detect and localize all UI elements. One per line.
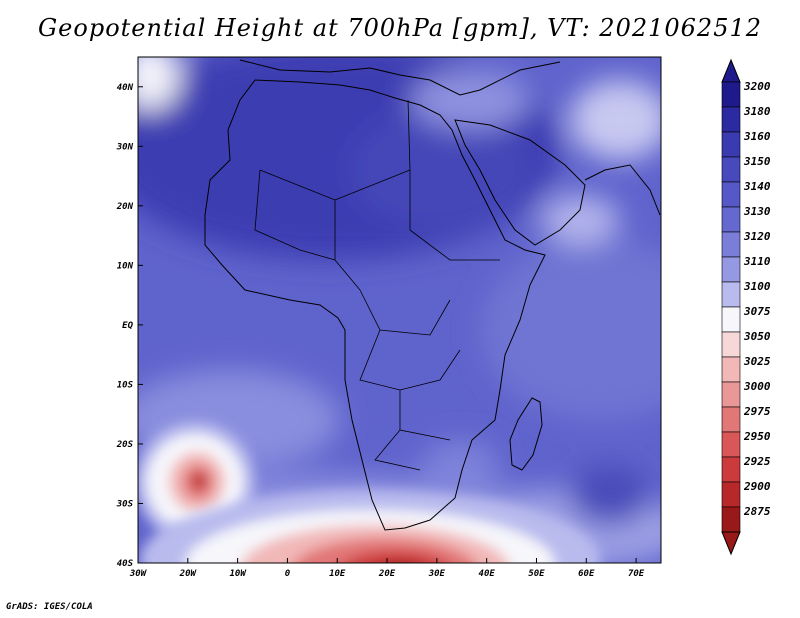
lat-tick-label: 30S (116, 499, 134, 509)
asia-coastline (584, 164, 661, 216)
colorbar-segment (721, 456, 741, 483)
colorbar-label: 3110 (743, 255, 771, 268)
colorbar: 3200 3180 3160 3150 3140 3130 3120 3110 3100 3075… (721, 58, 771, 556)
colorbar-segment (721, 281, 741, 308)
europe-coastline (239, 59, 561, 96)
colorbar-label: 3130 (743, 205, 771, 218)
lat-tick-label: 40N (117, 83, 134, 93)
lat-tick-label: 30N (116, 142, 134, 152)
colorbar-segment (721, 81, 741, 108)
colorbar-label: 3140 (743, 180, 771, 193)
colorbar-label: 2925 (743, 455, 771, 468)
lat-tick-label: 40S (117, 559, 134, 569)
lon-tick-label: 30W (129, 569, 148, 579)
colorbar-segment (721, 356, 741, 383)
latitude-axis: 40N 30N 20N 10N EQ 10S 20S 30S 40S (116, 83, 143, 569)
lon-tick-label: 40E (479, 569, 496, 579)
africa-coastline (204, 79, 546, 531)
arabia-coastline (454, 119, 586, 246)
lat-tick-label: 20N (116, 202, 134, 212)
colorbar-label: 3100 (743, 280, 771, 293)
colorbar-top-arrow (721, 58, 741, 83)
colorbar-segment (721, 331, 741, 358)
map-title: Geopotential Height at 700hPa [gpm], VT:… (38, 14, 762, 42)
colorbar-label: 3160 (743, 130, 771, 143)
colorbar-label: 3050 (743, 330, 771, 343)
colorbar-label: 2975 (743, 405, 771, 418)
colorbar-label: 3025 (743, 355, 771, 368)
colorbar-label: 2950 (743, 430, 771, 443)
lon-tick-label: 70E (628, 569, 645, 579)
map-frame (137, 56, 662, 564)
lat-tick-label: 20S (116, 440, 134, 450)
colorbar-label: 3200 (743, 80, 771, 93)
colorbar-segment (721, 406, 741, 433)
lat-tick-label: 10S (117, 380, 134, 390)
lon-tick-label: 0 (285, 569, 291, 579)
colorbar-segment (721, 256, 741, 283)
colorbar-label: 2900 (743, 480, 771, 493)
colorbar-label: 3075 (743, 305, 771, 318)
colorbar-segment (721, 131, 741, 158)
colorbar-bottom-arrow (721, 531, 741, 556)
longitude-axis: 30W 20W 10W 0 10E 20E 30E 40E 50E 60E 70E (129, 558, 645, 579)
colorbar-segment (721, 156, 741, 183)
colorbar-label: 3120 (743, 230, 771, 243)
colorbar-segment (721, 481, 741, 508)
colorbar-segment (721, 431, 741, 458)
colorbar-label: 3180 (743, 105, 771, 118)
madagascar-coastline (509, 397, 543, 471)
colorbar-segment (721, 306, 741, 333)
colorbar-segment (721, 181, 741, 208)
lat-tick-label: 10N (117, 261, 134, 271)
colorbar-segment (721, 206, 741, 233)
colorbar-segment (721, 231, 741, 258)
lon-tick-label: 10W (229, 569, 247, 579)
height-field (138, 57, 661, 563)
colorbar-segment (721, 506, 741, 533)
lon-tick-label: 50E (528, 569, 545, 579)
lon-tick-label: 20W (179, 569, 198, 579)
lon-tick-label: 30E (428, 569, 446, 579)
coastlines (204, 59, 661, 531)
colorbar-segment (721, 106, 741, 133)
colorbar-segment (721, 381, 741, 408)
colorbar-label: 3000 (743, 380, 771, 393)
country-borders (254, 99, 500, 471)
lon-tick-label: 60E (578, 569, 595, 579)
colorbar-label: 2875 (743, 505, 771, 518)
lon-tick-label: 10E (329, 569, 346, 579)
lat-tick-label: EQ (122, 321, 133, 331)
credit-text: GrADS: IGES/COLA (6, 602, 93, 612)
lon-tick-label: 20E (378, 569, 396, 579)
colorbar-label: 3150 (743, 155, 771, 168)
